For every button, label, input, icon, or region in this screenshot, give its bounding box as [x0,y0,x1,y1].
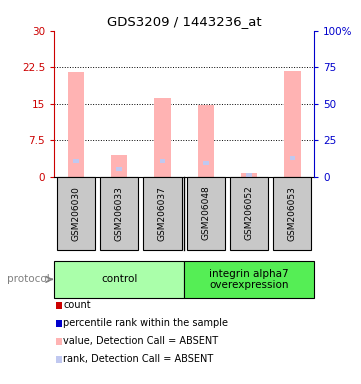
Bar [100,177,138,250]
Text: value, Detection Call = ABSENT: value, Detection Call = ABSENT [63,336,218,346]
Text: protocol: protocol [7,274,50,285]
Bar [246,173,252,177]
Bar [116,167,122,171]
Text: count: count [63,300,91,310]
Bar [73,159,79,162]
Text: GSM206033: GSM206033 [115,186,123,240]
Bar [273,177,312,250]
Bar [160,159,165,163]
Bar [68,72,84,177]
Text: percentile rank within the sample: percentile rank within the sample [63,318,228,328]
Text: GSM206037: GSM206037 [158,186,167,240]
Bar [284,71,301,177]
Text: rank, Detection Call = ABSENT: rank, Detection Call = ABSENT [63,354,213,364]
Title: GDS3209 / 1443236_at: GDS3209 / 1443236_at [107,15,261,28]
Text: GSM206030: GSM206030 [71,186,80,240]
Text: GSM206052: GSM206052 [245,186,253,240]
Bar [143,177,182,250]
Bar [203,161,209,165]
Bar [230,177,268,250]
Bar [57,177,95,250]
Text: GSM206053: GSM206053 [288,186,297,240]
Text: GSM206048: GSM206048 [201,186,210,240]
Bar [197,105,214,177]
Text: control: control [101,274,137,285]
Bar [154,98,171,177]
Bar [290,156,295,161]
Bar [187,177,225,250]
Bar [241,173,257,177]
Text: integrin alpha7
overexpression: integrin alpha7 overexpression [209,268,289,290]
Bar [111,155,127,177]
